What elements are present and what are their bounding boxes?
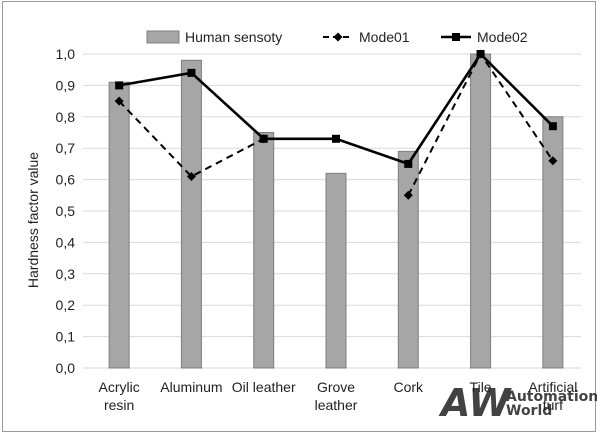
watermark: AW Automation World [438,381,598,425]
legend: Human sensoty Mode01 Mode02 [146,29,528,45]
bar [542,116,564,369]
x-tick-label: Grove leather [315,379,358,413]
series-line [118,100,265,178]
y-tick-label: 0,2 [56,297,76,313]
marker-point [403,190,413,200]
y-tick-label: 1,0 [56,46,76,62]
x-tick-label: Tile [470,379,492,395]
marker-point [404,159,413,168]
y-tick-label: 0,5 [56,203,76,219]
marker-point [259,134,268,143]
y-tick-label: 0,8 [56,109,76,125]
legend-swatch [146,30,180,44]
legend-label: Mode01 [359,29,410,45]
y-tick-label: 0,6 [56,172,76,188]
marker-point [115,81,124,90]
marker-point [548,156,558,166]
watermark-line2: World [506,403,552,419]
x-tick-label: Aluminum [160,379,222,395]
bar [397,150,419,369]
y-tick-label: 0,3 [56,266,76,282]
legend-label: Mode02 [477,29,528,45]
hardness-chart: 0,0 0,1 0,2 0,3 0,4 0,5 0,6 0,7 0,8 0,9 1,0 Acryli… [25,29,598,425]
x-tick-label: Oil leather [232,379,296,395]
y-tick-label: 0,0 [56,360,76,376]
x-tick-label: Acrylic resin [99,379,140,413]
bars-human-sensoty [108,53,564,369]
y-axis-label: Hardness factor value [25,152,41,288]
legend-marker [452,33,460,41]
chart-frame: 0,0 0,1 0,2 0,3 0,4 0,5 0,6 0,7 0,8 0,9 1,0 Acryli… [2,1,598,432]
y-tick-label: 0,1 [56,329,76,345]
lines [114,49,558,200]
watermark-logo: AW [438,381,512,425]
legend-label: Human sensoty [185,29,282,45]
marker-point [186,171,196,181]
marker-point [548,122,557,131]
y-tick-label: 0,4 [56,234,76,250]
bar [253,132,275,369]
y-tick-label: 0,7 [56,140,76,156]
watermark-line1: Automation [506,389,597,405]
y-tick-label: 0,9 [56,77,76,93]
x-tick-label: Artificial turf [528,379,577,413]
x-tick-label: Cork [394,379,425,395]
bar [180,59,202,369]
marker-point [187,68,196,77]
marker-point [114,96,124,106]
marker-point [332,134,340,143]
bar [108,81,130,369]
bar [325,172,347,369]
x-tick-labels: Acrylic resin Aluminum Oil leather Grove leat… [99,379,578,413]
bar [470,53,492,369]
legend-marker [333,32,343,42]
y-tick-labels: 0,0 0,1 0,2 0,3 0,4 0,5 0,6 0,7 0,8 0,9 1,0 [56,46,76,376]
marker-point [476,50,485,58]
